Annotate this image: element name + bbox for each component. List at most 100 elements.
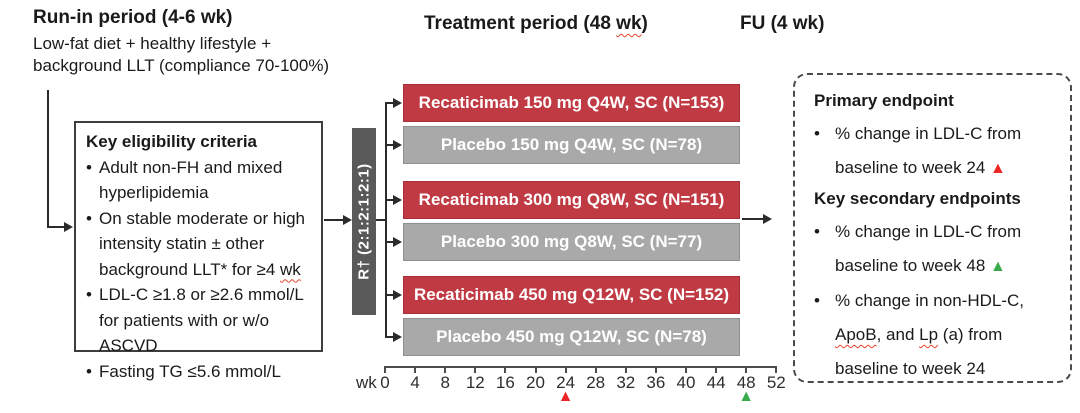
branch-vertical-line xyxy=(385,102,387,338)
treatment-arm-label: Placebo 450 mg Q12W, SC (N=78) xyxy=(436,327,707,346)
elbow-connector-horizontal-line xyxy=(47,226,65,228)
treatment-period-title: Treatment period (48 wk) xyxy=(424,13,648,35)
text-segment: Treatment period (48 xyxy=(424,13,617,34)
axis-tick-label: 12 xyxy=(465,373,485,392)
axis-tick xyxy=(384,366,386,373)
branch-arrowhead-icon xyxy=(393,237,402,247)
elbow-arrowhead-icon xyxy=(64,222,73,232)
spellcheck-squiggle-text: wk xyxy=(616,13,642,34)
treatment-arm-bar-recaticimab: Recaticimab 300 mg Q8W, SC (N=151) xyxy=(403,181,740,219)
branch-arrowhead-icon xyxy=(393,290,402,300)
endpoints-panel: Primary endpoint • % change in LDL-C from… xyxy=(793,73,1072,383)
bullet-item: • LDL-C ≥1.8 or ≥2.6 mmol/L for patients … xyxy=(86,282,321,359)
axis-tick xyxy=(745,366,748,373)
branch-line xyxy=(385,199,394,201)
axis-tick xyxy=(474,366,477,373)
bullet-text: % change in non-HDL-C, ApoB, and Lp (a) … xyxy=(835,284,1035,386)
bullet-marker: • xyxy=(86,285,92,304)
axis-tick xyxy=(654,366,657,373)
green-week-marker-triangle-icon: ▲ xyxy=(738,388,755,405)
treatment-arm-bar-recaticimab: Recaticimab 150 mg Q4W, SC (N=153) xyxy=(403,84,740,122)
bullet-text: % change in LDL-C from baseline to week … xyxy=(835,117,1035,186)
bullet-marker: • xyxy=(86,208,92,228)
axis-tick-label: 44 xyxy=(706,373,726,392)
treatment-arm-label: Recaticimab 150 mg Q4W, SC (N=153) xyxy=(418,93,725,112)
treatment-arm-label: Placebo 300 mg Q8W, SC (N=77) xyxy=(440,232,703,251)
axis-tick xyxy=(444,366,447,373)
branch-line xyxy=(385,144,394,146)
axis-tick-label: 24 xyxy=(556,373,576,392)
axis-tick xyxy=(534,366,537,373)
secondary-endpoints-heading: Key secondary endpoints xyxy=(814,189,1021,208)
green-triangle-icon: ▲ xyxy=(990,258,1006,275)
axis-tick-label: 28 xyxy=(586,373,606,392)
axis-tick-label: 4 xyxy=(410,373,420,392)
treatment-arm-bar-recaticimab: Recaticimab 450 mg Q12W, SC (N=152) xyxy=(403,276,740,314)
text-segment: , and xyxy=(876,325,920,344)
box-to-randomization-line xyxy=(324,219,344,221)
randomization-bar: R† (2:1:2:1:2:1) xyxy=(352,128,376,315)
primary-endpoint-heading: Primary endpoint xyxy=(814,91,954,110)
axis-tick xyxy=(564,366,567,373)
runin-period-subtitle: Low-fat diet + healthy lifestyle + backg… xyxy=(33,34,330,75)
bullet-marker: • xyxy=(814,222,820,241)
text-segment: % change in non-HDL-C, xyxy=(835,291,1024,310)
spellcheck-squiggle-text: wk xyxy=(280,259,301,279)
randomization-label: R† (2:1:2:1:2:1) xyxy=(355,163,373,280)
axis-tick-label: 36 xyxy=(646,373,666,392)
text-segment: (a) from baseline to week 24 xyxy=(835,325,1003,378)
axis-tick-label: 8 xyxy=(440,373,450,392)
spellcheck-squiggle-text: ApoB xyxy=(835,325,877,344)
bullet-text: % change in LDL-C from baseline to week … xyxy=(835,215,1035,284)
treatment-arm-label: Placebo 150 mg Q4W, SC (N=78) xyxy=(440,135,703,154)
bullet-item: • % change in non-HDL-C, ApoB, and Lp (a)… xyxy=(814,284,1060,386)
text-segment: LDL-C ≥1.8 or ≥2.6 mmol/L for patients w… xyxy=(99,285,304,355)
eligibility-criteria-box: Key eligibility criteria • Adult non-FH a… xyxy=(74,121,323,381)
secondary-endpoints-list: • % change in LDL-C from baseline to week… xyxy=(814,215,1060,386)
branch-arrowhead-icon xyxy=(393,195,402,205)
branch-line xyxy=(385,294,394,296)
axis-tick-label: 40 xyxy=(676,373,696,392)
week-axis-unit-label: wk xyxy=(356,373,377,392)
bullet-text: On stable moderate or high intensity sta… xyxy=(99,206,321,283)
treatment-arm-label: Recaticimab 300 mg Q8W, SC (N=151) xyxy=(418,190,725,209)
bullet-item: • On stable moderate or high intensity st… xyxy=(86,206,321,283)
bullet-item: • % change in LDL-C from baseline to week… xyxy=(814,215,1060,284)
axis-tick-label: 48 xyxy=(736,373,756,392)
branch-line xyxy=(385,241,394,243)
red-triangle-icon: ▲ xyxy=(990,160,1006,177)
branch-arrowhead-icon xyxy=(393,140,402,150)
red-week-marker-triangle-icon: ▲ xyxy=(557,388,574,405)
treatment-arm-bar-placebo: Placebo 150 mg Q4W, SC (N=78) xyxy=(403,126,740,164)
axis-tick-label: 0 xyxy=(380,373,390,392)
axis-tick xyxy=(504,366,507,373)
text-segment: Fasting TG ≤5.6 mmol/L xyxy=(99,361,281,381)
eligibility-bullet-list: • Adult non-FH and mixed hyperlipidemia • O… xyxy=(86,155,321,385)
spellcheck-squiggle-text: Lp xyxy=(919,325,939,344)
axis-tick xyxy=(715,366,718,373)
bullet-text: LDL-C ≥1.8 or ≥2.6 mmol/L for patients w… xyxy=(99,282,321,359)
axis-tick-label: 32 xyxy=(616,373,636,392)
branch-line xyxy=(385,336,394,338)
text-segment: On stable moderate or high intensity sta… xyxy=(99,208,306,279)
bullet-marker: • xyxy=(86,361,92,381)
text-segment: ) xyxy=(641,13,648,34)
axis-tick-label: 16 xyxy=(495,373,515,392)
treatment-arm-label: Recaticimab 450 mg Q12W, SC (N=152) xyxy=(413,285,730,304)
axis-tick xyxy=(594,366,597,373)
text-segment: % change in LDL-C from baseline to week … xyxy=(835,222,1022,275)
axis-tick xyxy=(624,366,627,373)
bullet-marker: • xyxy=(814,291,820,310)
axis-tick xyxy=(414,366,417,373)
treatment-arm-bar-placebo: Placebo 450 mg Q12W, SC (N=78) xyxy=(403,318,740,356)
arms-to-endpoints-line xyxy=(742,218,764,220)
branch-line xyxy=(385,102,394,104)
text-segment: Adult non-FH and mixed hyperlipidemia xyxy=(99,157,283,203)
treatment-arm-bar-placebo: Placebo 300 mg Q8W, SC (N=77) xyxy=(403,223,740,261)
followup-period-title: FU (4 wk) xyxy=(740,13,825,34)
eligibility-title: Key eligibility criteria xyxy=(86,132,258,151)
week-axis-line xyxy=(385,366,777,368)
axis-tick-label: 20 xyxy=(526,373,545,392)
axis-tick xyxy=(685,366,687,373)
